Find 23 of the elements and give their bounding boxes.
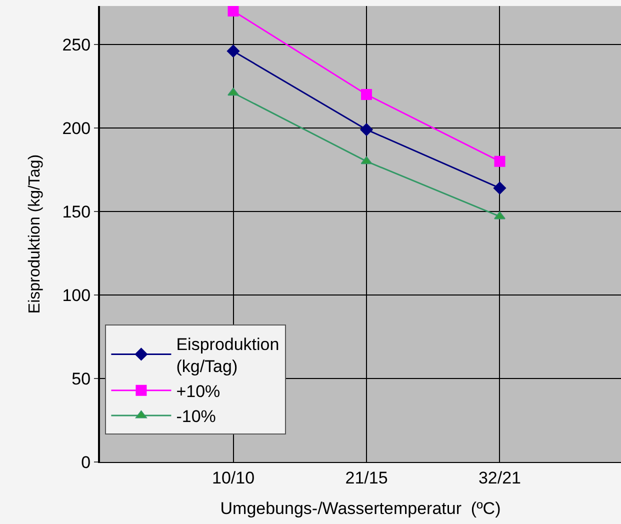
point	[360, 156, 372, 164]
point	[494, 211, 506, 220]
point	[494, 156, 506, 167]
point	[493, 182, 506, 194]
legend-label: +10%	[176, 382, 220, 402]
y-tick-label: 200	[62, 118, 91, 138]
point	[361, 89, 372, 100]
x-tick-label: 10/10	[212, 468, 255, 488]
point	[226, 44, 240, 58]
legend-label: -10%	[176, 407, 216, 426]
y-tick-label: 100	[62, 286, 91, 305]
y-tick-label: 50	[72, 369, 91, 388]
x-tick-label: 32/21	[478, 468, 522, 488]
point	[228, 6, 239, 17]
point	[228, 88, 239, 96]
y-tick-label: 0	[81, 452, 91, 472]
x-axis-title: Umgebungs-/Wassertemperatur (ºC)	[220, 498, 501, 518]
point	[360, 123, 373, 136]
legend-label: Eisproduktion (kg/Tag)	[176, 334, 280, 376]
y-axis-title: Eisproduktion (kg/Tag)	[26, 154, 44, 314]
y-tick-label: 250	[62, 35, 91, 54]
x-tick-label: 21/15	[345, 468, 388, 488]
y-tick-label: 150	[62, 202, 91, 222]
